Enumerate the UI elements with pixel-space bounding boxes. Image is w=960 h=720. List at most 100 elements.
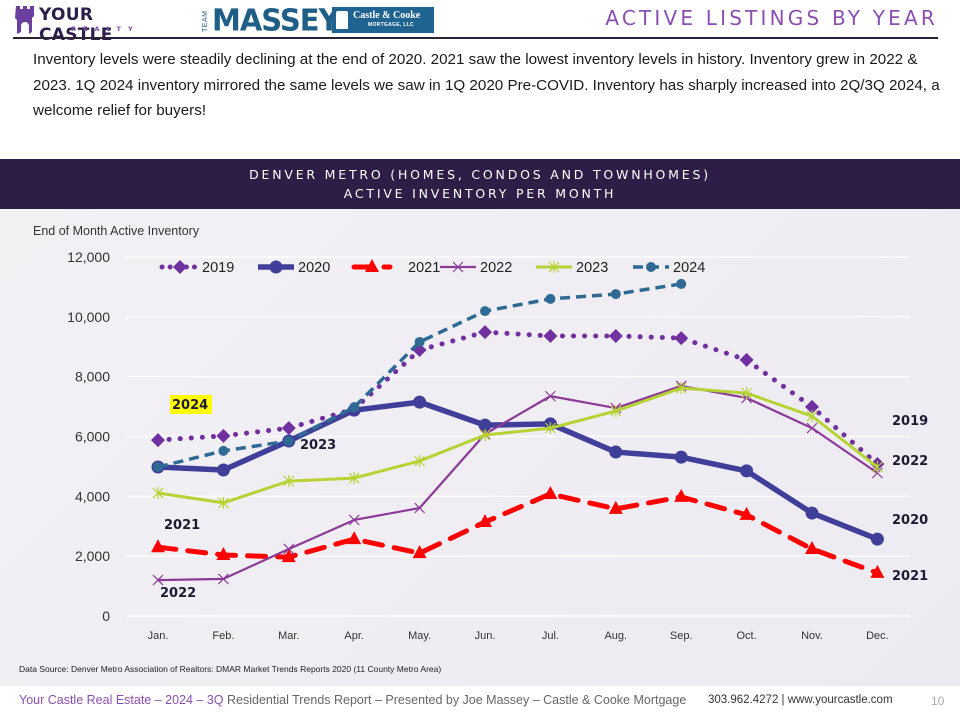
- castle-cooke-icon: [336, 11, 348, 29]
- data-point-2023: [217, 496, 229, 509]
- legend-swatch-marker: [269, 260, 283, 274]
- data-point-2020: [805, 506, 819, 520]
- legend-swatch-marker: [365, 259, 379, 272]
- legend-label: 2020: [298, 260, 330, 276]
- y-tick-label: 2,000: [75, 548, 110, 564]
- data-point-2020: [413, 395, 427, 409]
- data-point-2019: [674, 331, 689, 346]
- y-tick-label: 10,000: [67, 309, 110, 325]
- data-point-2022: [217, 573, 229, 585]
- series-2021: [151, 485, 885, 578]
- annotation-2021: 2021: [164, 518, 200, 533]
- data-point-2021: [412, 545, 427, 559]
- data-point-2021: [608, 500, 623, 514]
- legend-item-2024: 2024: [633, 260, 705, 276]
- legend-swatch-marker: [173, 260, 187, 274]
- series-line-2024: [157, 282, 682, 469]
- data-point-2021: [478, 514, 492, 528]
- data-point-2021: [281, 549, 296, 563]
- x-tick-label: Nov.: [801, 630, 823, 642]
- footer-contact: 303.962.4272 | www.yourcastle.com: [708, 694, 893, 706]
- partner-name: Castle & Cooke: [353, 10, 421, 21]
- data-point-2024: [283, 435, 294, 446]
- logo-sub: REALTY: [71, 25, 140, 33]
- data-point-2020: [478, 418, 492, 432]
- logo-massey-name: MASSEY: [212, 2, 340, 38]
- data-point-2024: [610, 289, 621, 300]
- x-tick-label: Oct.: [737, 630, 757, 642]
- annotation-label: 2024: [172, 398, 208, 413]
- logo-name: YOUR CASTLE: [39, 5, 113, 45]
- data-point-2020: [216, 463, 230, 477]
- x-tick-label: May.: [408, 630, 431, 642]
- y-tick-label: 4,000: [75, 488, 110, 504]
- partner-sub: MORTGAGE, LLC: [368, 22, 414, 28]
- data-point-2023: [806, 410, 818, 423]
- annotation-label: 2023: [300, 438, 336, 453]
- data-point-2019: [281, 421, 296, 436]
- annotation-2020: 2020: [892, 513, 928, 528]
- data-point-2021: [347, 531, 362, 545]
- data-point-2020: [674, 450, 688, 464]
- footer-rest: Residential Trends Report – Presented by…: [223, 693, 687, 707]
- header-divider: [13, 37, 938, 39]
- legend-label: 2022: [480, 260, 512, 276]
- legend-item-2022: 2022: [440, 260, 512, 276]
- data-point-2022: [348, 514, 360, 526]
- x-tick-label: Aug.: [604, 630, 627, 642]
- y-tick-label: 12,000: [67, 249, 110, 265]
- data-point-2023: [348, 472, 360, 485]
- legend-item-2020: 2020: [258, 260, 330, 276]
- data-point-2023: [283, 475, 295, 488]
- banner-line-1: DENVER METRO (HOMES, CONDOS AND TOWNHOME…: [249, 167, 711, 182]
- banner-line-2: ACTIVE INVENTORY PER MONTH: [343, 186, 617, 201]
- footer-accent: Your Castle Real Estate – 2024 – 3Q: [19, 693, 224, 707]
- data-point-2021: [739, 506, 754, 520]
- x-tick-label: Dec.: [866, 630, 889, 642]
- data-point-2019: [805, 399, 819, 414]
- data-point-2021: [870, 564, 885, 578]
- data-source: Data Source: Denver Metro Association of…: [19, 664, 442, 674]
- data-point-2019: [608, 328, 623, 343]
- series-2023: [152, 382, 883, 509]
- annotation-label: 2021: [164, 518, 200, 533]
- data-point-2020: [740, 464, 754, 478]
- your-castle-logo: YOUR CASTLE REALTY: [13, 4, 163, 45]
- chart-panel: End of Month Active Inventory 0 2,000 4,00…: [0, 209, 960, 686]
- series-2020: [151, 395, 884, 546]
- annotation-highlight: [170, 395, 212, 414]
- data-point-2024: [480, 306, 490, 317]
- data-point-2021: [151, 539, 165, 553]
- data-point-2019: [543, 328, 558, 343]
- footer-report-line: Your Castle Real Estate – 2024 – 3Q Resi…: [19, 693, 686, 707]
- x-tick-label: Jan.: [148, 630, 169, 642]
- data-point-2021: [216, 546, 231, 560]
- legend-item-2021: 2021: [351, 259, 440, 276]
- x-tick-label: Sep.: [670, 630, 693, 642]
- line-chart: End of Month Active Inventory 0 2,000 4,00…: [33, 224, 928, 642]
- data-point-2023: [414, 455, 426, 468]
- x-axis-ticks: Jan. Feb. Mar. Apr. May. Jun. Jul. Aug. Sep. Oct.…: [148, 630, 889, 642]
- series-line-2019: [155, 329, 880, 467]
- annotation-label: 2022: [160, 586, 196, 601]
- series-2019: [151, 325, 885, 472]
- legend-label: 2021: [408, 260, 440, 276]
- legend-label: 2023: [576, 260, 608, 276]
- data-point-2024: [545, 293, 556, 304]
- series-line-2021: [155, 491, 880, 576]
- y-tick-label: 0: [102, 608, 110, 624]
- legend-swatch-marker: [646, 262, 656, 272]
- data-point-2024: [414, 336, 425, 347]
- data-point-2019: [151, 433, 165, 448]
- legend-item-2023: 2023: [536, 260, 608, 276]
- data-point-2023: [675, 382, 687, 395]
- data-point-2022: [414, 502, 426, 514]
- legend-label: 2019: [202, 260, 234, 276]
- y-axis-title: End of Month Active Inventory: [33, 224, 200, 238]
- y-axis-ticks: 0 2,000 4,000 6,000 8,000 10,000 12,000: [67, 249, 110, 624]
- data-point-2019: [216, 428, 231, 443]
- data-point-2024: [218, 445, 229, 456]
- annotations: 2024 2023 2021 2022 2019 2022 2020 2021: [160, 395, 928, 601]
- x-tick-label: Apr.: [344, 630, 364, 642]
- chart-banner: DENVER METRO (HOMES, CONDOS AND TOWNHOME…: [0, 159, 960, 209]
